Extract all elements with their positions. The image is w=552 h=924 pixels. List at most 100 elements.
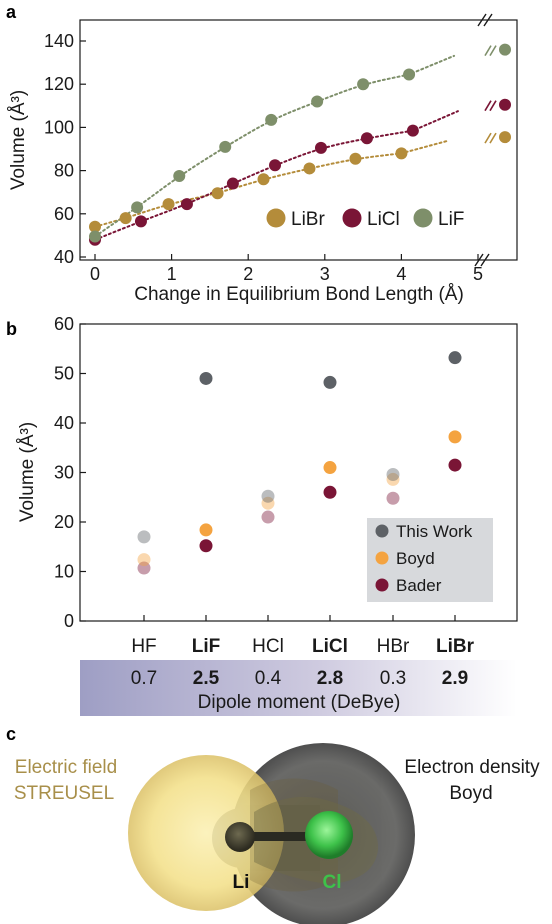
legend-marker-licl bbox=[342, 208, 362, 228]
electric-field-label: Electric field bbox=[15, 757, 117, 778]
y-tick-label-b: 50 bbox=[54, 364, 74, 384]
y-tick-label-b: 0 bbox=[64, 611, 74, 631]
point-bader bbox=[323, 485, 337, 499]
point-libr bbox=[89, 220, 101, 233]
y-tick-label-b: 30 bbox=[54, 463, 74, 483]
y-tick-label-a: 140 bbox=[44, 31, 74, 51]
dipole-label: Dipole moment (DeBye) bbox=[198, 692, 401, 713]
dipole-value: 2.9 bbox=[442, 668, 468, 689]
point-licl bbox=[499, 98, 511, 111]
point-libr bbox=[499, 131, 511, 144]
legend-marker-lif bbox=[413, 208, 433, 228]
panel-a-letter: a bbox=[6, 2, 17, 22]
point-libr bbox=[257, 173, 270, 186]
point-boyd bbox=[261, 496, 275, 510]
category-label: HF bbox=[131, 636, 156, 657]
legend-label-lif: LiF bbox=[438, 209, 464, 230]
category-label: HCl bbox=[252, 636, 284, 657]
data-points-b bbox=[137, 351, 462, 575]
legend-a: LiBr LiCl LiF bbox=[266, 208, 464, 230]
point-lif bbox=[265, 113, 278, 126]
category-label: LiBr bbox=[436, 636, 475, 657]
y-axis-title-a: Volume (Å³) bbox=[8, 90, 29, 190]
point-licl bbox=[406, 124, 419, 137]
point-bader bbox=[386, 491, 400, 505]
point-boyd bbox=[323, 461, 337, 475]
point-lif bbox=[89, 230, 101, 243]
y-tick-label-b: 20 bbox=[54, 512, 74, 532]
y-tick-label-a: 120 bbox=[44, 74, 74, 94]
y-axis-title-b: Volume (Å³) bbox=[17, 422, 38, 522]
y-tick-label-a: 60 bbox=[54, 204, 74, 224]
plot-a-frame bbox=[79, 19, 518, 261]
category-label: LiF bbox=[192, 636, 221, 657]
legend-marker-libr bbox=[266, 208, 286, 228]
legend-label-licl: LiCl bbox=[367, 209, 400, 230]
category-labels-b: HF LiF HCl LiCl HBr LiBr bbox=[131, 636, 474, 657]
x-tick-label-a: 4 bbox=[396, 264, 406, 284]
atom-label-cl: Cl bbox=[323, 872, 342, 893]
y-axis-a: 40 60 80 100 120 140 bbox=[44, 31, 86, 267]
boyd-label: Boyd bbox=[449, 783, 492, 804]
dipole-value: 2.8 bbox=[317, 668, 343, 689]
point-licl bbox=[226, 177, 239, 190]
electron-density-label: Electron density bbox=[404, 757, 540, 778]
category-label: LiCl bbox=[312, 636, 348, 657]
y-tick-label-b: 60 bbox=[54, 314, 74, 334]
category-label: HBr bbox=[377, 636, 410, 657]
axis-break-bottom bbox=[474, 253, 490, 267]
point-bader bbox=[137, 561, 151, 575]
streusel-label: STREUSEL bbox=[14, 783, 114, 804]
x-tick-label-a: 5 bbox=[473, 264, 483, 284]
dipole-value: 0.3 bbox=[380, 668, 406, 689]
x-axis-b bbox=[143, 615, 456, 621]
point-libr bbox=[303, 162, 316, 175]
dipole-values: 0.7 2.5 0.4 2.8 0.3 2.9 bbox=[131, 668, 468, 689]
x-axis-title-a: Change in Equilibrium Bond Length (Å) bbox=[134, 284, 464, 305]
fit-line-licl bbox=[94, 110, 459, 241]
point-boyd bbox=[386, 472, 400, 486]
point-this-work bbox=[448, 351, 462, 365]
point-libr bbox=[162, 198, 175, 211]
panel-a: a 40 60 80 100 120 140 0 1 2 3 4 5 Volume (Å³) Cha… bbox=[6, 2, 518, 305]
legend-b: This Work Boyd Bader bbox=[367, 518, 493, 602]
dipole-value: 2.5 bbox=[193, 668, 220, 689]
point-licl bbox=[180, 198, 193, 211]
panel-c: c Li Cl Electric field STREUSEL Electron… bbox=[6, 724, 540, 924]
legend-label-boyd: Boyd bbox=[396, 549, 435, 568]
dipole-value: 0.7 bbox=[131, 668, 157, 689]
panel-b-letter: b bbox=[6, 319, 17, 339]
curve-break-lif bbox=[489, 45, 497, 57]
panel-c-letter: c bbox=[6, 724, 16, 744]
point-bader bbox=[448, 458, 462, 472]
x-tick-label-a: 3 bbox=[320, 264, 330, 284]
point-lif bbox=[131, 201, 144, 214]
point-bader bbox=[261, 510, 275, 524]
li-atom bbox=[225, 822, 255, 852]
point-boyd bbox=[137, 553, 151, 567]
point-boyd bbox=[448, 430, 462, 444]
y-tick-label-a: 40 bbox=[54, 247, 74, 267]
point-lif bbox=[173, 170, 186, 182]
point-bader bbox=[199, 539, 213, 553]
point-this-work bbox=[137, 530, 151, 544]
y-tick-label-a: 100 bbox=[44, 117, 74, 137]
x-tick-label-a: 2 bbox=[243, 264, 253, 284]
point-libr bbox=[211, 187, 224, 200]
y-tick-label-b: 40 bbox=[54, 413, 74, 433]
point-this-work bbox=[199, 371, 213, 385]
point-this-work bbox=[386, 467, 400, 481]
y-axis-b: 0 10 20 30 40 50 60 bbox=[54, 314, 86, 631]
curve-break-licl bbox=[484, 100, 492, 112]
point-licl bbox=[134, 215, 147, 228]
curve-break-libr bbox=[484, 132, 492, 144]
point-this-work bbox=[261, 489, 275, 503]
curve-break-libr bbox=[489, 132, 497, 144]
curve-break-licl bbox=[489, 100, 497, 112]
electric-field-sphere bbox=[128, 755, 284, 911]
legend-label-libr: LiBr bbox=[291, 209, 325, 230]
dipole-band bbox=[80, 660, 517, 716]
curve-break-lif bbox=[484, 45, 492, 57]
axis-break-top bbox=[477, 13, 493, 27]
